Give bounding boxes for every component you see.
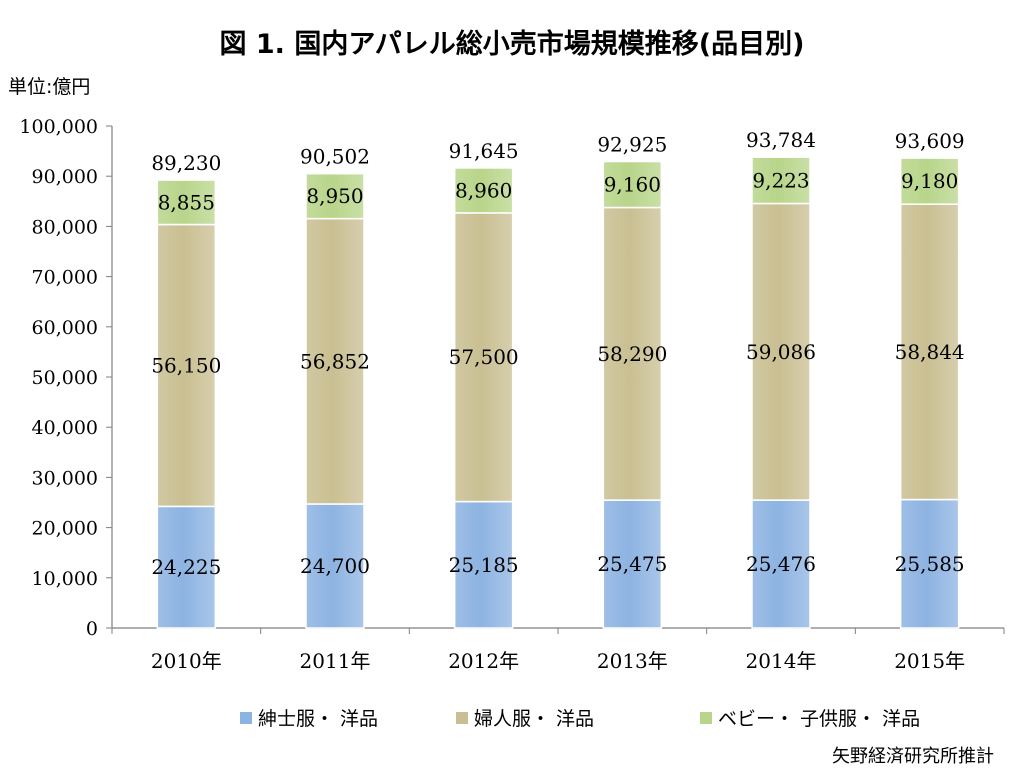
bar-segment bbox=[453, 167, 514, 214]
data-label: 59,086 bbox=[746, 340, 816, 364]
legend-label: 紳士服・ 洋品 bbox=[258, 708, 379, 730]
x-tick-label: 2010年 bbox=[151, 649, 222, 673]
y-tick-label: 0 bbox=[86, 618, 98, 640]
data-label: 24,700 bbox=[300, 554, 370, 578]
x-tick-label: 2011年 bbox=[300, 649, 371, 673]
x-tick-label: 2015年 bbox=[894, 649, 965, 673]
y-tick-label: 100,000 bbox=[19, 116, 98, 138]
data-label: 8,960 bbox=[455, 178, 512, 202]
data-label: 25,585 bbox=[895, 552, 965, 576]
legend-label: 婦人服・ 洋品 bbox=[474, 708, 595, 730]
bar-segment bbox=[602, 206, 663, 501]
data-label: 25,185 bbox=[449, 553, 519, 577]
bar-segment bbox=[899, 203, 960, 501]
data-label: 24,225 bbox=[151, 555, 221, 579]
data-label: 8,855 bbox=[158, 190, 215, 214]
y-tick-label: 60,000 bbox=[32, 317, 98, 339]
data-label: 56,150 bbox=[151, 353, 221, 377]
bar-segment bbox=[305, 172, 365, 220]
source-note: 矢野経済研究所推計 bbox=[832, 746, 994, 767]
x-tick-label: 2014年 bbox=[746, 649, 817, 673]
bar-segment bbox=[899, 157, 960, 205]
legend-swatch bbox=[700, 711, 712, 724]
bar-segment bbox=[305, 503, 365, 629]
bar-segment bbox=[156, 179, 217, 226]
bar-segment bbox=[156, 223, 217, 508]
data-label: 9,160 bbox=[604, 173, 661, 197]
y-tick-label: 10,000 bbox=[32, 568, 98, 590]
data-label: 56,852 bbox=[300, 349, 370, 373]
y-tick-label: 40,000 bbox=[32, 417, 98, 439]
bar-segment bbox=[751, 156, 811, 205]
bar-segment bbox=[453, 212, 514, 503]
y-tick-label: 70,000 bbox=[32, 267, 98, 289]
data-label: 25,476 bbox=[746, 552, 816, 576]
total-label: 91,645 bbox=[449, 139, 519, 163]
data-label: 9,180 bbox=[901, 169, 958, 193]
data-label: 58,844 bbox=[895, 340, 965, 364]
legend-label: ベビー・ 子供服・ 洋品 bbox=[718, 708, 921, 730]
y-tick-label: 50,000 bbox=[32, 367, 98, 389]
y-tick-label: 90,000 bbox=[32, 166, 98, 188]
legend-swatch bbox=[240, 711, 252, 724]
bar-segment bbox=[602, 499, 663, 629]
legend-item: 婦人服・ 洋品 bbox=[456, 704, 594, 731]
chart-legend: 紳士服・ 洋品 婦人服・ 洋品 ベビー・ 子供服・ 洋品 bbox=[0, 704, 1024, 732]
y-tick-label: 20,000 bbox=[32, 518, 98, 540]
x-tick-label: 2012年 bbox=[448, 649, 519, 673]
data-label: 9,223 bbox=[752, 168, 809, 192]
total-label: 89,230 bbox=[151, 151, 221, 175]
y-tick-label: 80,000 bbox=[32, 216, 98, 238]
total-label: 93,784 bbox=[746, 128, 816, 152]
total-label: 90,502 bbox=[300, 145, 370, 169]
data-label: 25,475 bbox=[597, 552, 667, 576]
bar-segment bbox=[751, 202, 811, 501]
legend-item: 紳士服・ 洋品 bbox=[240, 704, 378, 731]
legend-swatch bbox=[456, 711, 468, 724]
data-label: 58,290 bbox=[597, 342, 667, 366]
data-label: 8,950 bbox=[306, 184, 363, 208]
x-tick-label: 2013年 bbox=[597, 649, 668, 673]
chart-title: 図 1. 国内アパレル総小売市場規模推移(品目別) bbox=[219, 29, 805, 60]
unit-label: 単位:億円 bbox=[8, 76, 91, 98]
bar-segment bbox=[453, 500, 514, 629]
y-tick-label: 30,000 bbox=[32, 467, 98, 489]
total-label: 93,609 bbox=[895, 129, 965, 153]
bar-segment bbox=[751, 499, 811, 629]
legend-item: ベビー・ 子供服・ 洋品 bbox=[700, 704, 920, 731]
bar-segment bbox=[156, 505, 217, 629]
total-label: 92,925 bbox=[597, 133, 667, 157]
stacked-bar-chart: 0 10,000 20,000 30,000 40,000 50,000 60,000 70,… bbox=[19, 116, 1005, 673]
bar-segment bbox=[602, 160, 663, 209]
data-label: 57,500 bbox=[449, 345, 519, 369]
